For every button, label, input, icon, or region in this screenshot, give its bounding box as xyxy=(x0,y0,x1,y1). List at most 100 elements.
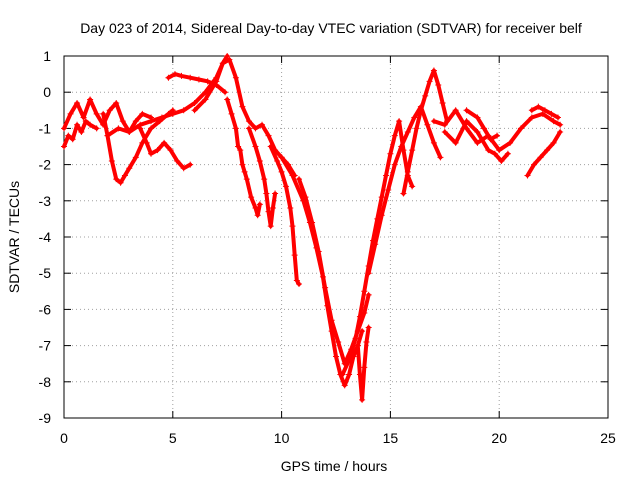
data-point xyxy=(322,284,329,291)
data-point xyxy=(132,154,139,161)
y-tick-label: -5 xyxy=(39,265,52,281)
y-tick-label: -6 xyxy=(39,301,52,317)
data-point xyxy=(82,118,89,125)
data-point xyxy=(361,288,368,295)
data-point xyxy=(296,176,303,183)
series-trace-13 xyxy=(339,118,416,378)
data-point xyxy=(178,72,185,79)
data-point xyxy=(119,118,126,125)
series-trace-2 xyxy=(61,118,100,150)
data-point xyxy=(409,147,416,154)
data-point xyxy=(219,60,226,67)
data-point xyxy=(100,110,107,117)
data-point xyxy=(61,125,67,132)
data-point xyxy=(272,190,279,197)
data-point xyxy=(265,132,272,139)
data-point xyxy=(496,147,503,154)
x-tick-label: 25 xyxy=(600,430,616,446)
data-point xyxy=(252,205,259,212)
y-tick-label: -8 xyxy=(39,374,52,390)
data-point xyxy=(263,190,270,197)
data-point xyxy=(289,172,296,179)
data-point xyxy=(65,132,72,139)
series-trace-15 xyxy=(365,103,444,277)
series-trace-5 xyxy=(137,125,194,172)
data-point xyxy=(139,110,146,117)
data-point xyxy=(541,107,548,114)
data-point xyxy=(74,100,81,107)
data-point xyxy=(259,121,266,128)
data-point xyxy=(409,183,416,190)
data-point xyxy=(537,154,544,161)
data-point xyxy=(180,165,187,172)
data-point xyxy=(113,100,120,107)
series-line xyxy=(366,104,443,276)
data-point xyxy=(148,125,155,132)
data-point xyxy=(463,118,470,125)
data-point xyxy=(148,118,155,125)
data-point xyxy=(204,78,211,85)
series-line xyxy=(225,97,262,218)
data-point xyxy=(487,136,494,143)
data-point xyxy=(161,139,168,146)
data-point xyxy=(315,248,322,255)
x-tick-label: 0 xyxy=(60,430,68,446)
data-point xyxy=(494,132,501,139)
series-trace-9 xyxy=(245,125,279,230)
data-point xyxy=(245,125,252,132)
data-point xyxy=(557,129,564,136)
data-point xyxy=(187,74,194,81)
data-point xyxy=(191,107,198,114)
data-point xyxy=(180,107,187,114)
data-point xyxy=(452,107,459,114)
data-point xyxy=(463,107,470,114)
series-trace-19 xyxy=(463,107,501,143)
data-point xyxy=(517,125,524,132)
data-point xyxy=(87,121,94,128)
series-trace-21 xyxy=(528,103,561,121)
data-point xyxy=(309,219,316,226)
data-point xyxy=(93,110,100,117)
data-point xyxy=(228,110,235,117)
data-point xyxy=(213,78,220,85)
series-trace-7 xyxy=(191,56,298,179)
series-group xyxy=(61,53,564,403)
data-point xyxy=(67,110,74,117)
data-point xyxy=(224,96,231,103)
data-point xyxy=(232,74,239,81)
data-point xyxy=(437,154,444,161)
y-tick-label: -2 xyxy=(39,157,52,173)
y-tick-label: -3 xyxy=(39,193,52,209)
data-point xyxy=(424,121,431,128)
data-point xyxy=(398,143,405,150)
data-point xyxy=(287,205,294,212)
data-point xyxy=(361,364,368,371)
data-point xyxy=(269,205,276,212)
data-point xyxy=(187,161,194,168)
y-tick-label: 0 xyxy=(43,84,51,100)
data-point xyxy=(328,317,335,324)
data-point xyxy=(544,147,551,154)
data-point xyxy=(346,357,353,364)
data-point xyxy=(239,161,246,168)
data-point xyxy=(232,125,239,132)
data-point xyxy=(524,172,531,179)
data-point xyxy=(202,96,209,103)
data-point xyxy=(426,78,433,85)
data-point xyxy=(391,132,398,139)
data-point xyxy=(411,114,418,121)
data-point xyxy=(121,172,128,179)
data-point xyxy=(235,143,242,150)
data-point xyxy=(441,129,448,136)
data-point xyxy=(400,190,407,197)
series-trace-8 xyxy=(224,96,263,219)
data-point xyxy=(222,89,229,96)
y-tick-label: 1 xyxy=(43,48,51,64)
data-point xyxy=(387,150,394,157)
data-point xyxy=(282,183,289,190)
x-tick-label: 5 xyxy=(169,430,177,446)
data-point xyxy=(535,103,542,110)
data-point xyxy=(356,371,363,378)
data-point xyxy=(278,168,285,175)
data-point xyxy=(169,110,176,117)
